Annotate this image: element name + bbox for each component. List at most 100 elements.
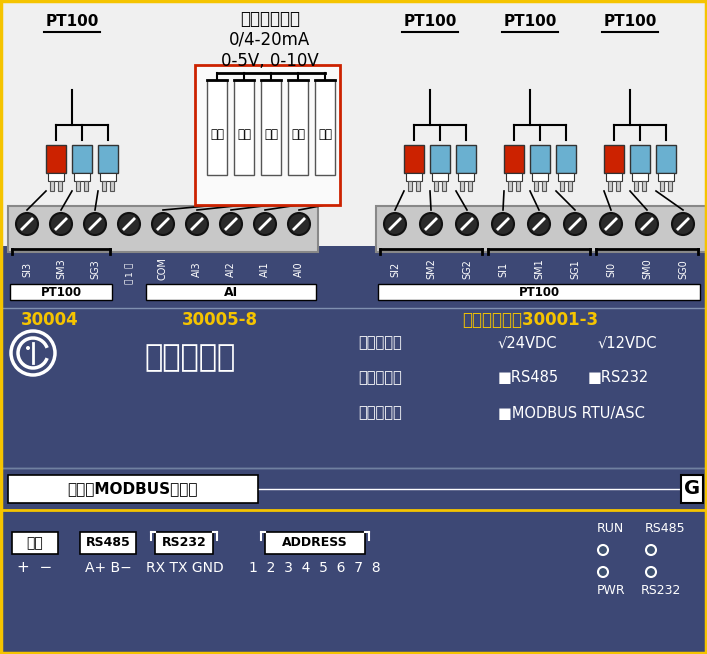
Text: PT100: PT100	[403, 14, 457, 29]
Text: RS232: RS232	[641, 583, 682, 596]
Bar	[74, 173, 90, 181]
Text: SI0: SI0	[606, 262, 616, 277]
Bar	[146, 284, 316, 300]
Text: 1: 1	[124, 270, 134, 276]
Bar	[508, 181, 512, 191]
Text: 供电电压：: 供电电压：	[358, 336, 402, 351]
Bar	[606, 173, 622, 181]
Bar	[261, 80, 281, 175]
Circle shape	[598, 545, 608, 555]
Circle shape	[84, 213, 106, 235]
Circle shape	[672, 213, 694, 235]
Bar	[102, 181, 106, 191]
Bar	[656, 145, 676, 173]
Circle shape	[50, 213, 72, 235]
Bar	[207, 80, 227, 175]
Text: 30004: 30004	[21, 311, 79, 329]
Text: PWR: PWR	[597, 583, 626, 596]
Text: A+ B−: A+ B−	[85, 561, 132, 575]
Text: PT100: PT100	[45, 14, 99, 29]
Text: SG0: SG0	[678, 259, 688, 279]
Bar	[0, 308, 707, 468]
Circle shape	[456, 213, 478, 235]
Text: 模拟量输入：
0/4-20mA
0-5V, 0-10V: 模拟量输入： 0/4-20mA 0-5V, 0-10V	[221, 10, 319, 69]
Bar	[634, 181, 638, 191]
Circle shape	[254, 213, 276, 235]
Text: AI1: AI1	[260, 261, 270, 277]
Circle shape	[288, 213, 310, 235]
Circle shape	[118, 213, 140, 235]
Circle shape	[11, 331, 55, 375]
Bar	[288, 80, 308, 175]
Text: 信号: 信号	[237, 128, 251, 141]
Text: 1  2  3  4  5  6  7  8: 1 2 3 4 5 6 7 8	[249, 561, 381, 575]
Bar	[84, 181, 88, 191]
Text: ■RS485: ■RS485	[498, 371, 559, 385]
Bar	[8, 475, 258, 503]
Bar	[378, 284, 700, 300]
Bar	[234, 80, 254, 175]
Bar	[632, 173, 648, 181]
Bar	[660, 181, 664, 191]
Text: 信号: 信号	[318, 128, 332, 141]
Bar	[58, 181, 62, 191]
Text: SM1: SM1	[534, 258, 544, 279]
Circle shape	[384, 213, 406, 235]
Text: SG2: SG2	[462, 259, 472, 279]
Bar	[72, 145, 92, 173]
Bar	[404, 145, 424, 173]
Bar	[0, 468, 707, 510]
Text: AI0: AI0	[294, 261, 304, 277]
Text: 位: 位	[124, 279, 134, 284]
Circle shape	[598, 567, 608, 577]
Text: 负端: 负端	[210, 128, 224, 141]
Bar	[265, 532, 365, 554]
Text: SM0: SM0	[642, 258, 652, 279]
Bar	[681, 475, 703, 503]
Bar	[658, 173, 674, 181]
Text: AI2: AI2	[226, 261, 236, 277]
Text: ■RS232: ■RS232	[588, 371, 649, 385]
Bar	[315, 80, 335, 175]
Bar	[604, 145, 624, 173]
Bar	[110, 181, 114, 191]
Text: 信号: 信号	[264, 128, 278, 141]
Text: √24VDC: √24VDC	[498, 336, 558, 351]
Text: 高性能MODBUS控制器: 高性能MODBUS控制器	[68, 481, 198, 496]
Text: AI: AI	[224, 286, 238, 298]
Bar	[442, 181, 446, 191]
Bar	[456, 145, 476, 173]
Text: +  −: + −	[18, 560, 52, 576]
Text: SM3: SM3	[56, 258, 66, 279]
Bar	[432, 173, 448, 181]
Text: PT100: PT100	[518, 286, 559, 298]
Bar	[468, 181, 472, 191]
Bar	[408, 181, 412, 191]
Bar	[434, 181, 438, 191]
Bar	[195, 65, 340, 205]
Circle shape	[636, 213, 658, 235]
Text: SI1: SI1	[498, 262, 508, 277]
Bar	[100, 173, 116, 181]
Text: SI3: SI3	[22, 262, 32, 277]
Bar	[46, 145, 66, 173]
Circle shape	[600, 213, 622, 235]
Bar	[0, 0, 707, 290]
Text: 寄存器地址：30001-3: 寄存器地址：30001-3	[462, 311, 598, 329]
Bar	[668, 181, 672, 191]
Circle shape	[16, 213, 38, 235]
Bar	[76, 181, 80, 191]
Bar	[558, 173, 574, 181]
Text: G: G	[684, 479, 700, 498]
Text: 通讯协议：: 通讯协议：	[358, 405, 402, 421]
Bar	[516, 181, 520, 191]
Bar	[80, 532, 136, 554]
Bar	[556, 145, 576, 173]
Bar	[0, 246, 707, 308]
Text: PT100: PT100	[40, 286, 81, 298]
Bar	[416, 181, 420, 191]
Bar	[530, 145, 550, 173]
Bar	[642, 181, 646, 191]
Bar	[458, 173, 474, 181]
Bar	[155, 532, 213, 554]
